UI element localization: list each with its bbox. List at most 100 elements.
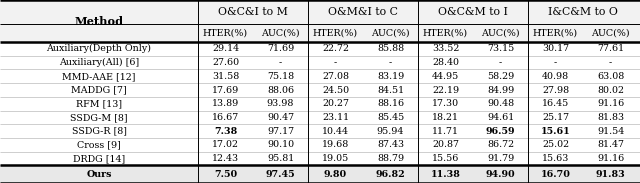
Text: -: -: [279, 58, 282, 67]
Text: 94.61: 94.61: [487, 113, 514, 122]
Text: 24.50: 24.50: [322, 85, 349, 95]
Text: MMD-AAE [12]: MMD-AAE [12]: [62, 72, 136, 81]
Text: SSDG-M [8]: SSDG-M [8]: [70, 113, 128, 122]
Text: 30.17: 30.17: [542, 44, 569, 53]
Text: 25.17: 25.17: [542, 113, 569, 122]
Text: RFM [13]: RFM [13]: [76, 99, 122, 108]
Text: 91.16: 91.16: [597, 99, 624, 108]
Text: O&C&I to M: O&C&I to M: [218, 7, 288, 17]
Text: Method: Method: [74, 16, 124, 27]
Bar: [0, 124, 640, 138]
Text: 7.50: 7.50: [214, 170, 237, 179]
Text: AUC(%): AUC(%): [481, 29, 520, 38]
Text: 84.99: 84.99: [487, 85, 514, 95]
Text: Auxiliary(All) [6]: Auxiliary(All) [6]: [59, 58, 139, 67]
Text: I&C&M to O: I&C&M to O: [548, 7, 618, 17]
Text: 15.56: 15.56: [432, 154, 459, 163]
Text: 90.10: 90.10: [267, 140, 294, 149]
Text: 25.02: 25.02: [542, 140, 569, 149]
Text: 23.11: 23.11: [322, 113, 349, 122]
Bar: [0, 97, 640, 111]
Text: 81.47: 81.47: [597, 140, 624, 149]
Text: 97.17: 97.17: [267, 127, 294, 136]
Text: 86.72: 86.72: [487, 140, 514, 149]
Text: -: -: [554, 58, 557, 67]
Bar: [0, 0, 640, 25]
Text: -: -: [609, 58, 612, 67]
Text: 95.81: 95.81: [267, 154, 294, 163]
Text: Cross [9]: Cross [9]: [77, 140, 121, 149]
Text: 18.21: 18.21: [432, 113, 459, 122]
Text: 88.06: 88.06: [267, 85, 294, 95]
Text: 17.69: 17.69: [212, 85, 239, 95]
Text: 95.94: 95.94: [377, 127, 404, 136]
Bar: [0, 83, 640, 97]
Text: 93.98: 93.98: [267, 99, 294, 108]
Text: AUC(%): AUC(%): [591, 29, 630, 38]
Text: 96.82: 96.82: [376, 170, 405, 179]
Bar: [0, 25, 640, 42]
Text: 15.63: 15.63: [542, 154, 569, 163]
Text: Ours: Ours: [86, 170, 112, 179]
Text: AUC(%): AUC(%): [261, 29, 300, 38]
Text: 85.45: 85.45: [377, 113, 404, 122]
Text: 7.38: 7.38: [214, 127, 237, 136]
Bar: [0, 165, 640, 183]
Text: 83.19: 83.19: [377, 72, 404, 81]
Text: 91.83: 91.83: [596, 170, 625, 179]
Text: 10.44: 10.44: [322, 127, 349, 136]
Text: O&M&I to C: O&M&I to C: [328, 7, 398, 17]
Text: 94.90: 94.90: [486, 170, 515, 179]
Text: 27.98: 27.98: [542, 85, 569, 95]
Text: HTER(%): HTER(%): [203, 29, 248, 38]
Text: 40.98: 40.98: [542, 72, 569, 81]
Text: 90.48: 90.48: [487, 99, 514, 108]
Text: 11.38: 11.38: [431, 170, 460, 179]
Text: 88.79: 88.79: [377, 154, 404, 163]
Text: 19.05: 19.05: [322, 154, 349, 163]
Text: 28.40: 28.40: [432, 58, 459, 67]
Text: SSDG-R [8]: SSDG-R [8]: [72, 127, 127, 136]
Text: 9.80: 9.80: [324, 170, 347, 179]
Bar: [0, 56, 640, 70]
Text: 81.83: 81.83: [597, 113, 624, 122]
Text: HTER(%): HTER(%): [423, 29, 468, 38]
Bar: [0, 152, 640, 165]
Text: 96.59: 96.59: [486, 127, 515, 136]
Text: Auxiliary(Depth Only): Auxiliary(Depth Only): [47, 44, 152, 53]
Text: 15.61: 15.61: [541, 127, 570, 136]
Text: 91.16: 91.16: [597, 154, 624, 163]
Text: 58.29: 58.29: [487, 72, 514, 81]
Text: 73.15: 73.15: [487, 44, 514, 53]
Text: 17.02: 17.02: [212, 140, 239, 149]
Text: 91.79: 91.79: [487, 154, 514, 163]
Text: 77.61: 77.61: [597, 44, 624, 53]
Text: 84.51: 84.51: [377, 85, 404, 95]
Text: 97.45: 97.45: [266, 170, 295, 179]
Text: AUC(%): AUC(%): [371, 29, 410, 38]
Text: 33.52: 33.52: [432, 44, 459, 53]
Bar: [0, 42, 640, 56]
Text: 90.47: 90.47: [267, 113, 294, 122]
Text: 27.08: 27.08: [322, 72, 349, 81]
Text: 16.45: 16.45: [542, 99, 569, 108]
Text: -: -: [389, 58, 392, 67]
Text: 11.71: 11.71: [432, 127, 459, 136]
Text: 20.87: 20.87: [432, 140, 459, 149]
Text: 16.67: 16.67: [212, 113, 239, 122]
Text: -: -: [334, 58, 337, 67]
Bar: [0, 70, 640, 83]
Text: 91.54: 91.54: [597, 127, 624, 136]
Text: 27.60: 27.60: [212, 58, 239, 67]
Text: 71.69: 71.69: [267, 44, 294, 53]
Bar: [0, 111, 640, 124]
Text: 75.18: 75.18: [267, 72, 294, 81]
Text: O&C&M to I: O&C&M to I: [438, 7, 508, 17]
Text: 31.58: 31.58: [212, 72, 239, 81]
Text: MADDG [7]: MADDG [7]: [71, 85, 127, 95]
Text: HTER(%): HTER(%): [313, 29, 358, 38]
Text: -: -: [499, 58, 502, 67]
Text: HTER(%): HTER(%): [533, 29, 578, 38]
Text: 44.95: 44.95: [432, 72, 459, 81]
Text: 87.43: 87.43: [377, 140, 404, 149]
